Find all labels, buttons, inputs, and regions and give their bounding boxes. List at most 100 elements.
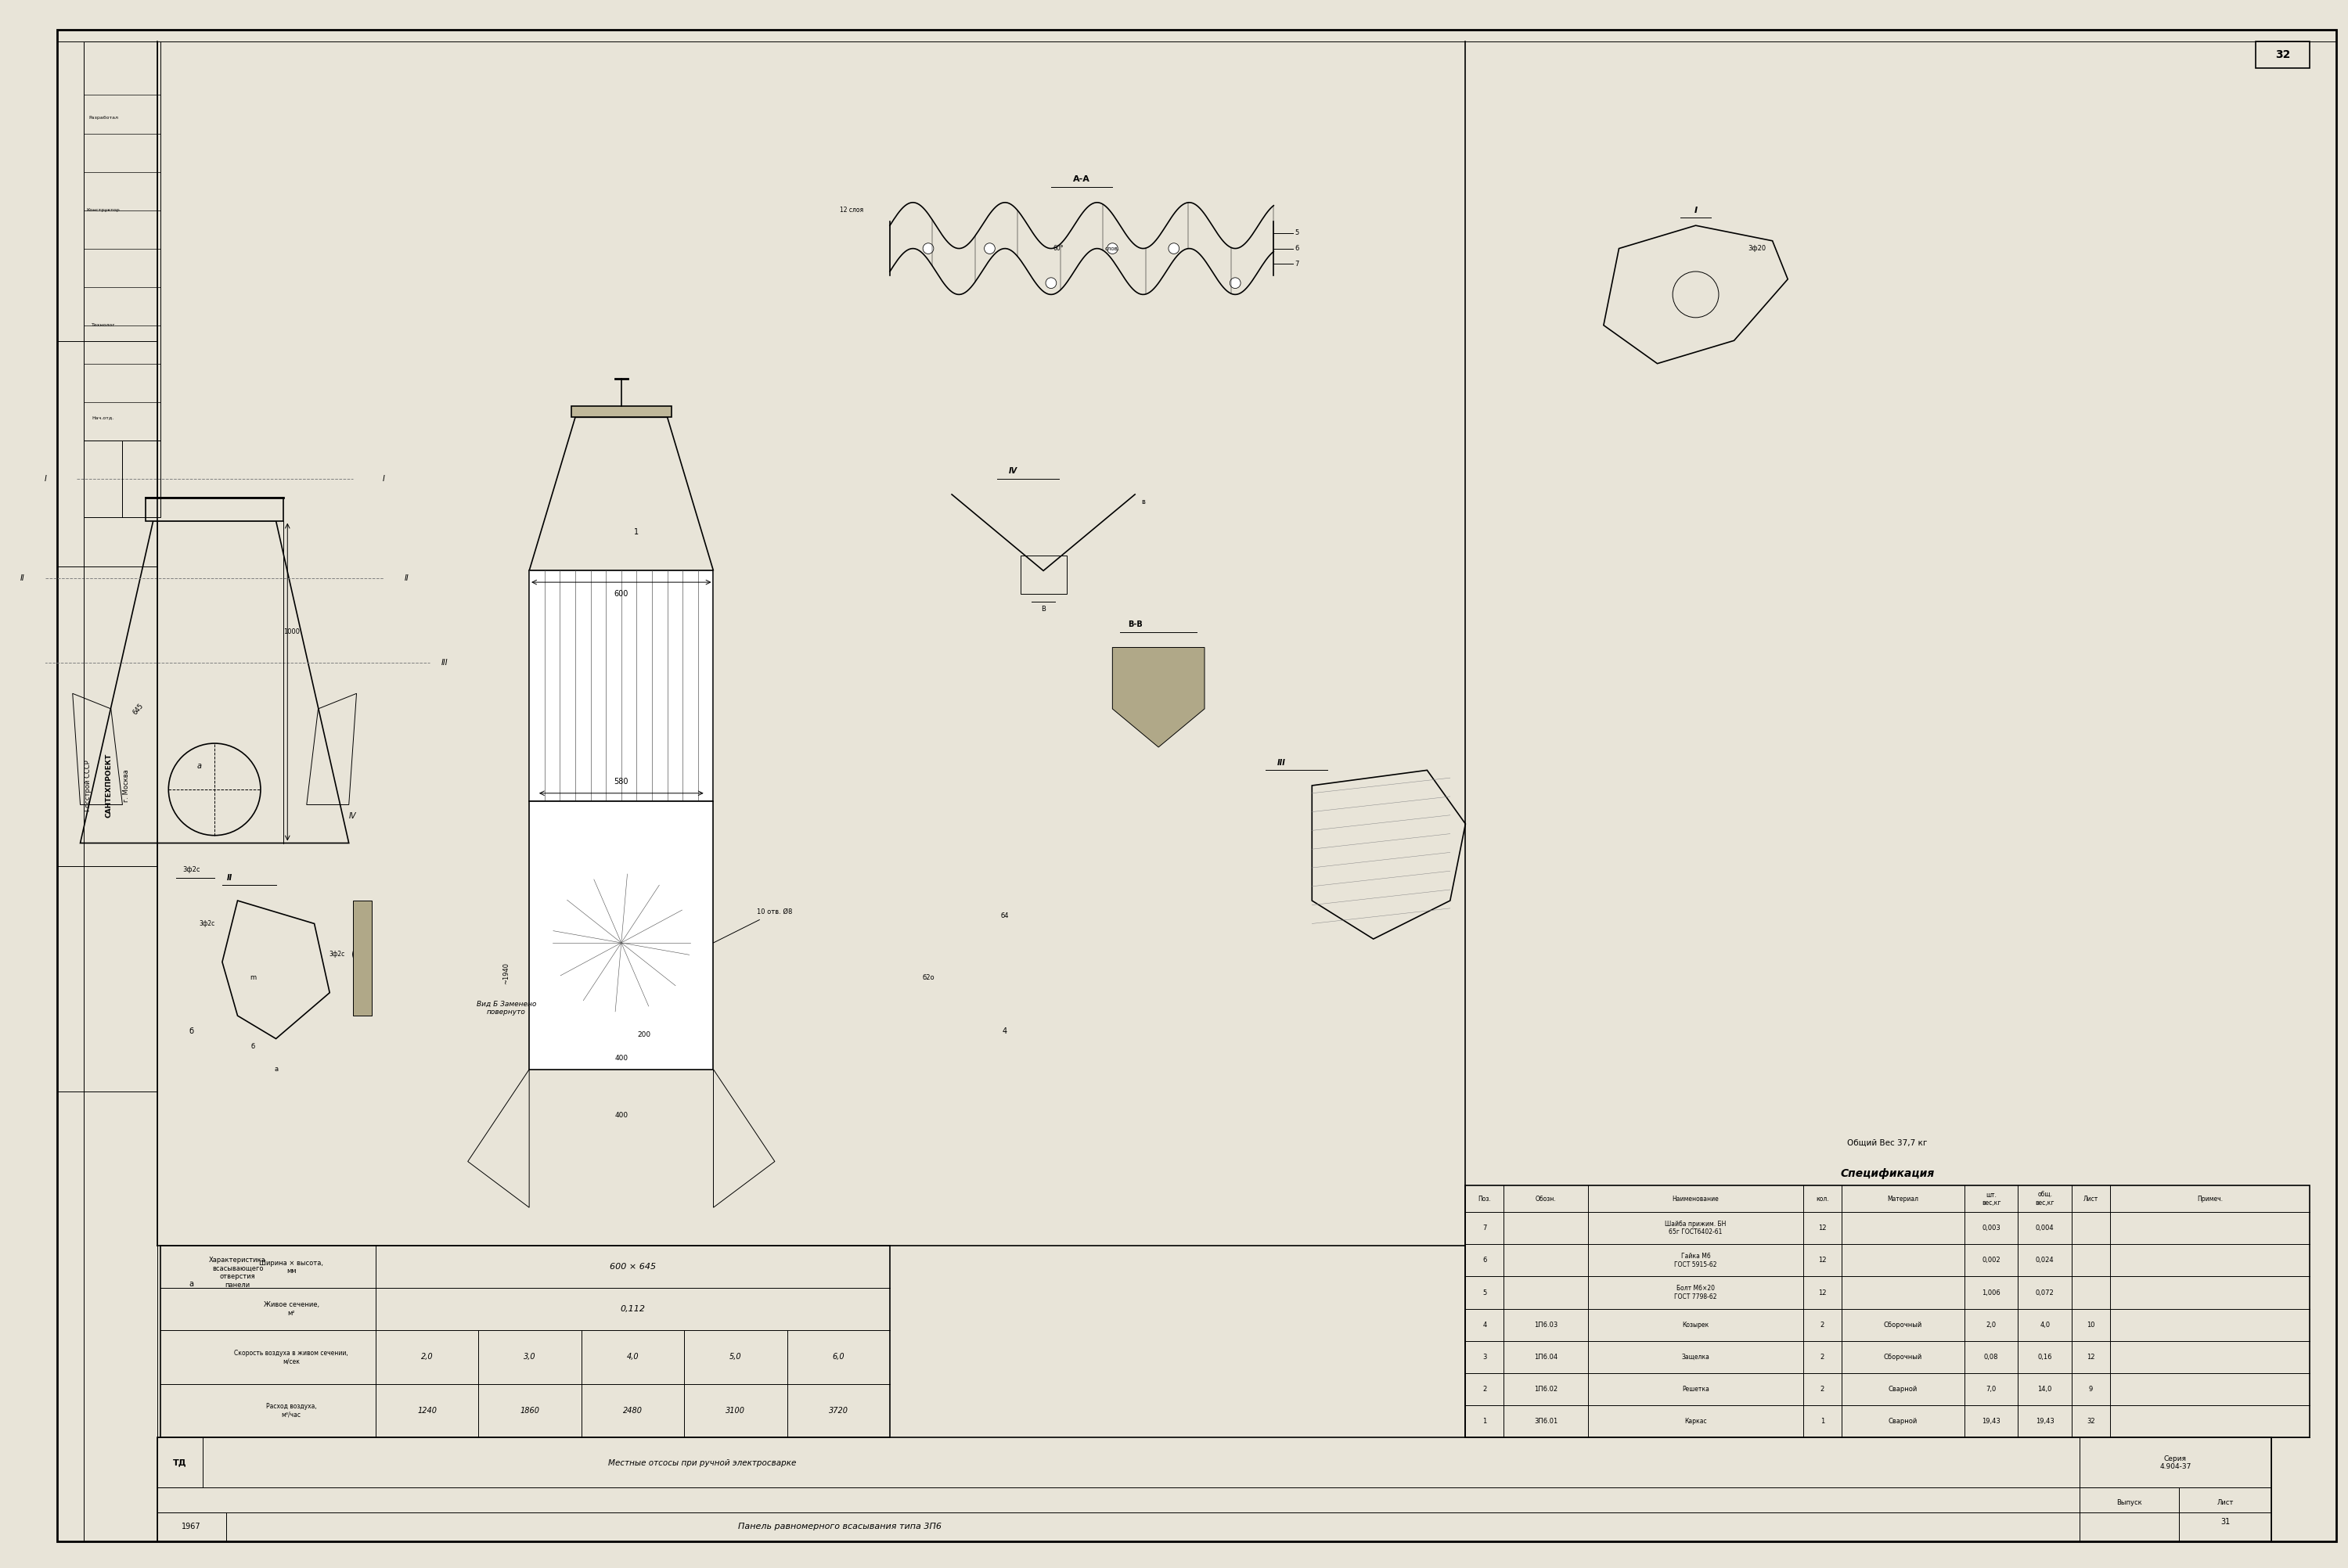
- Text: 6,0: 6,0: [831, 1353, 845, 1361]
- Text: Разработал: Разработал: [89, 116, 117, 121]
- Text: Козырек: Козырек: [1681, 1322, 1709, 1328]
- Text: Характеристика
всасывающего
отверстия
панели: Характеристика всасывающего отверстия па…: [209, 1258, 265, 1289]
- Text: Лист: Лист: [2083, 1195, 2099, 1203]
- Bar: [85, 41, 160, 441]
- Text: 0,16: 0,16: [2038, 1353, 2052, 1361]
- Text: Вид Б Заменено
повернуто: Вид Б Заменено повернуто: [477, 1000, 535, 1016]
- Text: 2480: 2480: [622, 1406, 643, 1414]
- Text: Примеч.: Примеч.: [2198, 1195, 2224, 1203]
- Bar: [146, 497, 284, 521]
- Text: Скорость воздуха в живом сечении,
м/сек: Скорость воздуха в живом сечении, м/сек: [235, 1350, 348, 1364]
- Text: 3ф2с: 3ф2с: [183, 867, 200, 873]
- Text: 14,0: 14,0: [2038, 1386, 2052, 1392]
- Text: САНТЕХПРОЕКТ: САНТЕХПРОЕКТ: [106, 753, 113, 818]
- Text: 12: 12: [1817, 1289, 1827, 1297]
- Text: 0,003: 0,003: [1982, 1225, 2000, 1232]
- Text: B: B: [1040, 605, 1045, 613]
- Bar: [157, 1438, 202, 1488]
- Bar: [2256, 41, 2310, 67]
- Text: Госстрой СССР: Госстрой СССР: [85, 760, 92, 811]
- Text: 19,43: 19,43: [1982, 1417, 2000, 1425]
- Text: Поз.: Поз.: [1479, 1195, 1491, 1203]
- Text: 7: 7: [1482, 1225, 1486, 1232]
- Text: 2: 2: [1482, 1386, 1486, 1392]
- Text: 1240: 1240: [418, 1406, 437, 1414]
- Bar: [2080, 1438, 2271, 1488]
- Text: б: б: [190, 1027, 195, 1035]
- Text: 6: 6: [1294, 245, 1298, 252]
- Text: 0,002: 0,002: [1982, 1258, 2000, 1264]
- Text: 3: 3: [1482, 1353, 1486, 1361]
- Text: 12: 12: [1817, 1225, 1827, 1232]
- Text: 0,08: 0,08: [1984, 1353, 1998, 1361]
- Text: кол.: кол.: [1815, 1195, 1829, 1203]
- Text: ~1940: ~1940: [502, 963, 510, 985]
- Text: 200: 200: [639, 1032, 650, 1038]
- Text: 31: 31: [2221, 1518, 2231, 1526]
- Text: Панель равномерного всасывания типа 3П6: Панель равномерного всасывания типа 3П6: [737, 1523, 942, 1530]
- Text: 60°: 60°: [1054, 245, 1064, 252]
- Text: 3720: 3720: [829, 1406, 848, 1414]
- Text: Защелка: Защелка: [1681, 1353, 1709, 1361]
- Bar: [571, 406, 672, 417]
- Text: б: б: [251, 1043, 256, 1051]
- Bar: [122, 441, 160, 517]
- Bar: [157, 1438, 2271, 1541]
- Text: Обозн.: Обозн.: [1536, 1195, 1557, 1203]
- Text: Сварной: Сварной: [1888, 1386, 1918, 1392]
- Text: 6: 6: [1482, 1258, 1486, 1264]
- Text: 12: 12: [1817, 1258, 1827, 1264]
- Text: Выпуск: Выпуск: [2116, 1499, 2141, 1507]
- Bar: [2179, 1488, 2271, 1541]
- Text: 1: 1: [1482, 1417, 1486, 1425]
- Text: Спецификация: Спецификация: [1841, 1168, 1935, 1179]
- Bar: [1465, 1185, 2310, 1438]
- Bar: [2080, 1488, 2179, 1541]
- Text: 2: 2: [1820, 1322, 1824, 1328]
- Circle shape: [1169, 243, 1179, 254]
- Text: Сварной: Сварной: [1888, 1417, 1918, 1425]
- Text: шт.
вес,кг: шт. вес,кг: [1982, 1192, 2000, 1207]
- Text: 600: 600: [615, 590, 629, 597]
- Text: 0,004: 0,004: [2036, 1225, 2054, 1232]
- Text: Гайка М6
ГОСТ 5915-62: Гайка М6 ГОСТ 5915-62: [1674, 1253, 1716, 1269]
- Bar: [157, 1512, 225, 1541]
- Text: 2: 2: [1820, 1353, 1824, 1361]
- Text: Нач.отд.: Нач.отд.: [92, 416, 115, 419]
- Text: Ширина × высота,
мм: Ширина × высота, мм: [258, 1259, 324, 1275]
- Text: Болт М6×20
ГОСТ 7798-62: Болт М6×20 ГОСТ 7798-62: [1674, 1286, 1716, 1300]
- Text: в: в: [1141, 499, 1146, 505]
- Text: 10 отв. Ø8: 10 отв. Ø8: [756, 908, 794, 916]
- Text: 32: 32: [2087, 1417, 2094, 1425]
- Text: Конструктор: Конструктор: [87, 209, 120, 212]
- Text: 4,0: 4,0: [627, 1353, 639, 1361]
- Text: В-В: В-В: [1127, 621, 1143, 629]
- Text: Общий Вес 37,7 кг: Общий Вес 37,7 кг: [1848, 1138, 1928, 1146]
- Text: Лист: Лист: [2217, 1499, 2233, 1507]
- Text: 5: 5: [1482, 1289, 1486, 1297]
- Text: III: III: [441, 659, 448, 666]
- Text: 3П6.01: 3П6.01: [1533, 1417, 1557, 1425]
- Text: II: II: [21, 574, 26, 582]
- Text: 1П6.03: 1П6.03: [1533, 1322, 1557, 1328]
- Text: 4,0: 4,0: [2040, 1322, 2050, 1328]
- Text: 7: 7: [1294, 260, 1298, 268]
- Text: 645: 645: [131, 702, 146, 717]
- Text: 3ф2с: 3ф2с: [329, 950, 345, 958]
- Text: 10: 10: [2087, 1322, 2094, 1328]
- Text: IV: IV: [350, 812, 357, 820]
- Text: I: I: [1693, 207, 1698, 215]
- Text: Расход воздуха,
м³/час: Расход воздуха, м³/час: [265, 1403, 317, 1419]
- Text: Сборочный: Сборочный: [1883, 1322, 1923, 1328]
- Text: А-А: А-А: [1073, 176, 1089, 183]
- Text: 2,0: 2,0: [420, 1353, 434, 1361]
- Text: 1: 1: [1820, 1417, 1824, 1425]
- Text: 19,43: 19,43: [2036, 1417, 2054, 1425]
- Bar: [85, 441, 122, 517]
- Text: 12: 12: [2087, 1353, 2094, 1361]
- Text: Местные отсосы при ручной электросварке: Местные отсосы при ручной электросварке: [608, 1460, 796, 1468]
- Text: ТД: ТД: [174, 1460, 188, 1468]
- Bar: [56, 41, 157, 1541]
- Text: Шайба прижим. БН
65г ГОСТ6402-61: Шайба прижим. БН 65г ГОСТ6402-61: [1665, 1220, 1726, 1236]
- Text: Каркас: Каркас: [1684, 1417, 1707, 1425]
